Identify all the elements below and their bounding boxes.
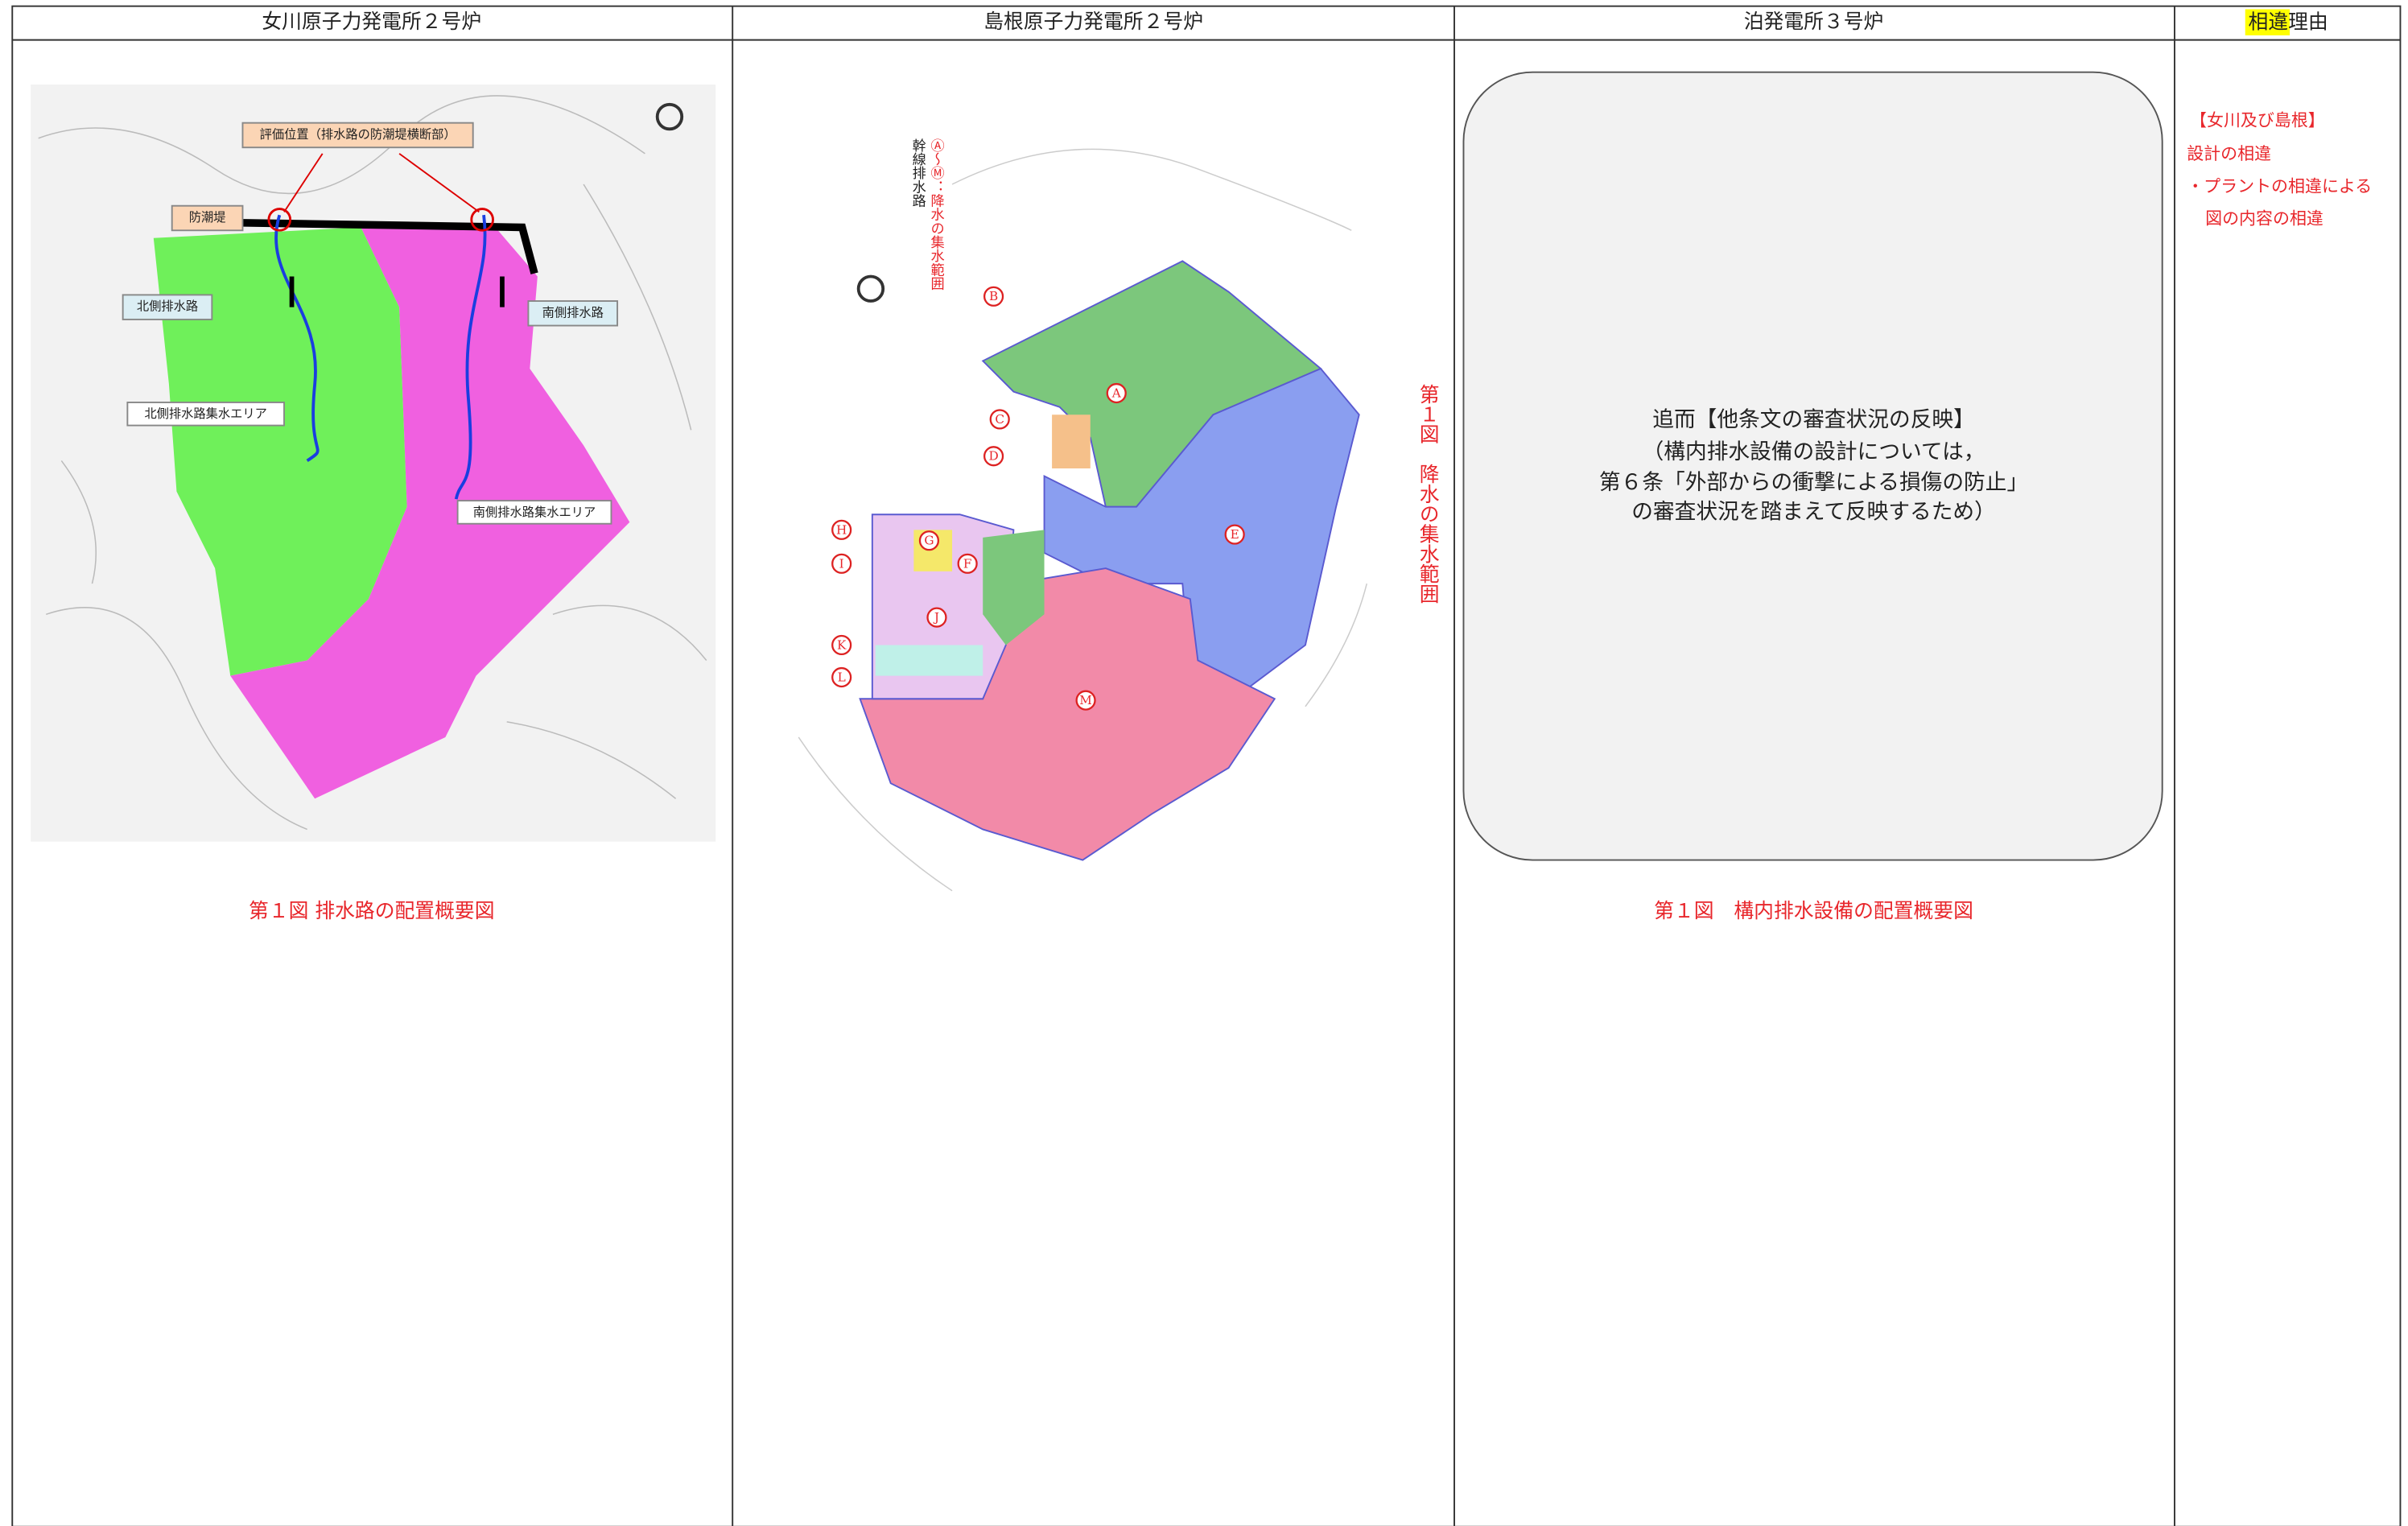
zone-label: D (988, 449, 998, 464)
box-text: 第６条「外部からの衝撃による損傷の防止」 (1599, 470, 2028, 495)
zone-label: A (1111, 386, 1122, 400)
map-label: 北側排水路集水エリア (144, 406, 267, 421)
zone-marker (831, 553, 852, 574)
reason-text: 設計の相違 (2187, 144, 2271, 163)
zone-marker (1224, 524, 1245, 545)
column-header: 女川原子力発電所２号炉 (262, 10, 481, 33)
map-label: 南側排水路集水エリア (473, 505, 596, 519)
placeholder-box (1462, 71, 2163, 861)
zone-label: E (1231, 527, 1239, 542)
map-legend: 幹線排水路 (909, 138, 926, 208)
zone-label: F (963, 556, 972, 571)
header-text: 理由 (2288, 10, 2328, 33)
zone-marker (1106, 382, 1127, 404)
reason-text: 図の内容の相違 (2205, 208, 2323, 228)
table-lines (11, 5, 2402, 1526)
column-header: 相違理由 (2249, 10, 2328, 33)
onagawa-map (31, 84, 716, 842)
zone-label: B (989, 289, 998, 303)
zone-label: H (836, 522, 847, 537)
figure-caption: 第１図 構内排水設備の配置概要図 (1654, 899, 1973, 922)
zone-marker (989, 409, 1010, 430)
map-label: 評価位置（排水路の防潮堤横断部） (260, 127, 456, 142)
map-label: 北側排水路 (137, 299, 198, 314)
zone-marker (918, 530, 940, 551)
zone-marker (831, 666, 852, 688)
zone-marker (983, 286, 1004, 307)
highlighted-text: 相違 (2249, 10, 2289, 33)
zone-label: K (837, 637, 847, 652)
column-header: 泊発電所３号炉 (1744, 10, 1884, 33)
box-text: 追而【他条文の審査状況の反映】 (1652, 407, 1975, 432)
highlight (2245, 9, 2290, 35)
zone-label: I (839, 556, 844, 571)
map-label: 防潮堤 (189, 210, 226, 225)
zone-label: C (995, 412, 1004, 427)
zone-marker (957, 553, 978, 574)
reason-text: 【女川及び島根】 (2190, 110, 2325, 130)
map-legend: Ⓐ～Ⓜ：降水の集水範囲 (928, 138, 945, 291)
column-header: 島根原子力発電所２号炉 (983, 10, 1203, 33)
zone-marker (926, 607, 947, 628)
box-text: の審査状況を踏まえて反映するため） (1631, 499, 1996, 524)
map-label: 南側排水路 (542, 305, 604, 320)
zone-marker (831, 634, 852, 656)
zone-marker (831, 519, 852, 540)
zone-label: J (933, 610, 939, 625)
zone-label: M (1079, 693, 1092, 707)
zone-label: G (924, 534, 934, 548)
side-caption: 第１図 降水の集水範囲 (1416, 384, 1440, 604)
reason-text: ・プラントの相違による (2187, 176, 2372, 196)
box-text: （構内排水設備の設計については， (1643, 439, 1985, 464)
zone-label: L (838, 670, 846, 684)
zone-marker (983, 446, 1004, 467)
shimane-map: A B C D E F G H I J K L M (798, 148, 1368, 892)
zone-marker (1075, 690, 1096, 711)
figure-caption: 第１図 排水路の配置概要図 (249, 899, 494, 922)
